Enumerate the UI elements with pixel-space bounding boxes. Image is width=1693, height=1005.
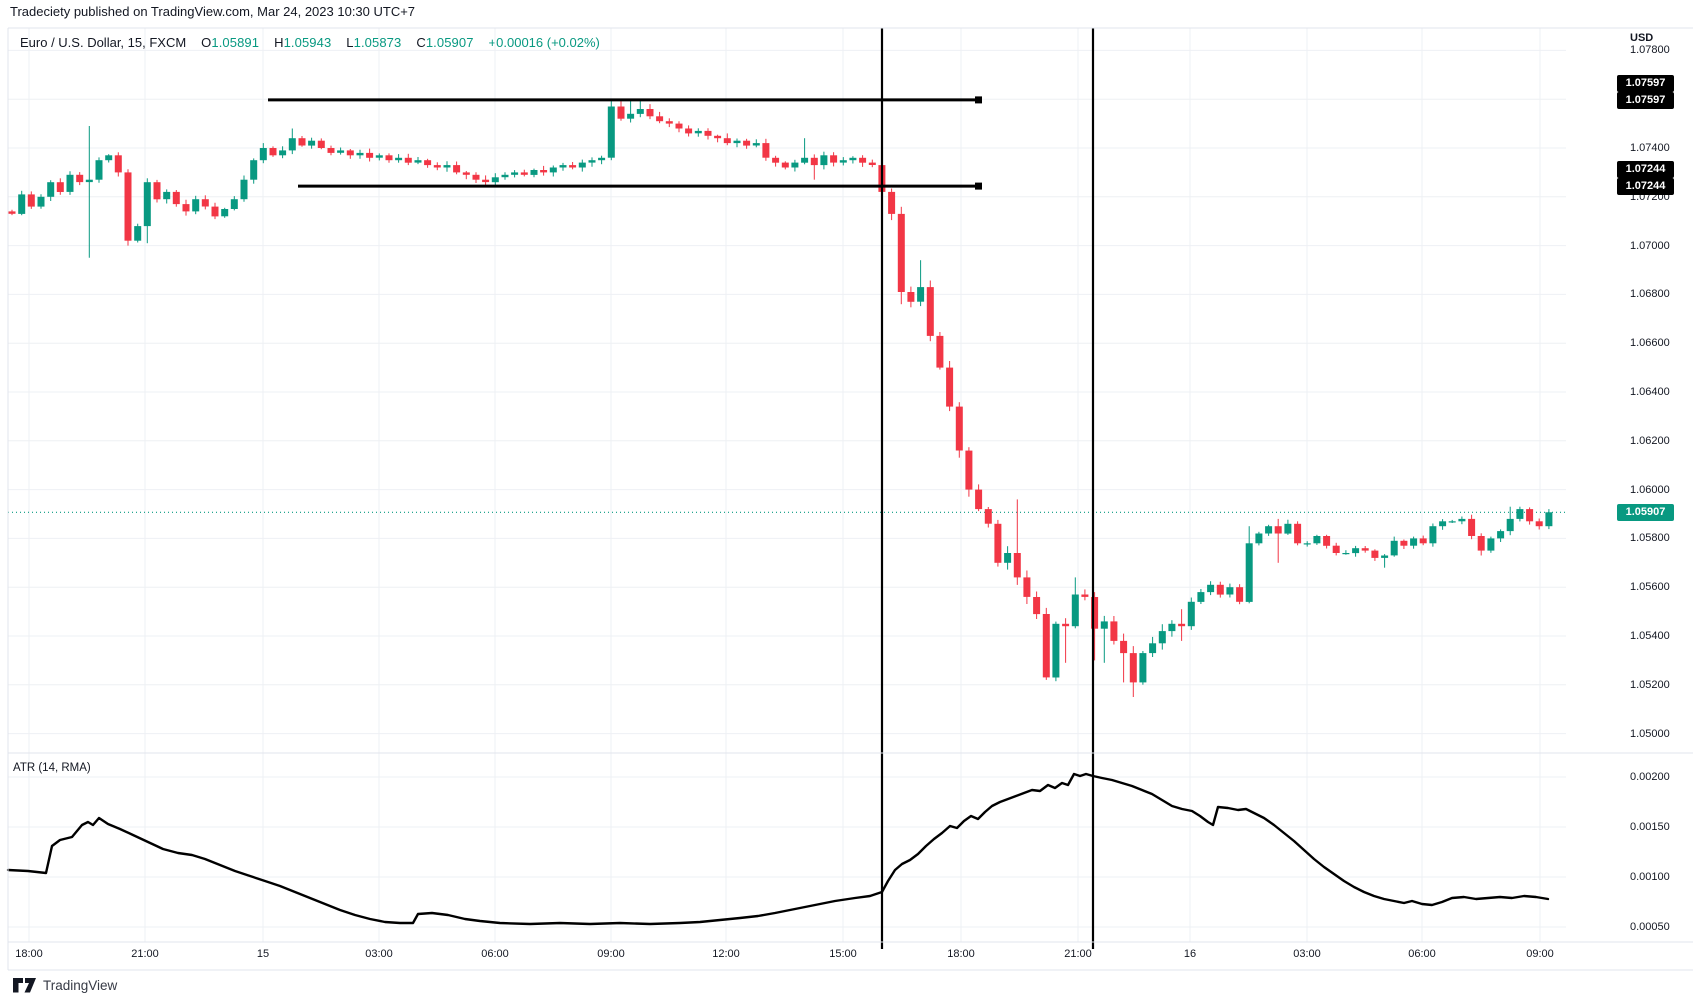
price-tick-label: 1.05000 [1630, 727, 1670, 740]
ohlc-high: H1.05943 [274, 35, 332, 50]
price-level-label: 1.07597 [1617, 74, 1674, 92]
currency-label: USD [1630, 32, 1654, 44]
atr-tick-label: 0.00100 [1630, 871, 1670, 883]
indicator-legend[interactable]: ATR (14, RMA) [13, 762, 91, 774]
attribution-text: Tradeciety published on TradingView.com,… [10, 4, 416, 19]
ohlc-low: L1.05873 [346, 35, 402, 50]
time-tick-label: 09:00 [597, 948, 625, 960]
price-tick-label: 1.05200 [1630, 678, 1670, 691]
time-tick-label: 21:00 [131, 948, 159, 960]
price-tick-label: 1.05800 [1630, 532, 1670, 545]
tradingview-logo-icon [13, 978, 36, 993]
ohlc-open: O1.05891 [201, 35, 260, 50]
time-tick-label: 03:00 [365, 948, 393, 960]
time-tick-label: 06:00 [481, 948, 509, 960]
price-tick-label: 1.06600 [1630, 337, 1670, 350]
price-tick-label: 1.06400 [1630, 386, 1670, 398]
price-tick-label: 1.07400 [1630, 142, 1670, 154]
tradingview-logo-text: TradingView [43, 978, 118, 993]
time-tick-label: 03:00 [1293, 948, 1321, 960]
atr-tick-label: 0.00050 [1630, 921, 1670, 933]
price-tick-label: 1.05600 [1630, 581, 1670, 594]
price-tick-label: 1.07000 [1630, 239, 1670, 252]
price-tick-label: 1.06000 [1630, 483, 1670, 496]
price-level-label: 1.07597 [1617, 91, 1674, 109]
atr-tick-label: 0.00200 [1630, 771, 1670, 783]
atr-tick-label: 0.00150 [1630, 821, 1670, 833]
price-level-label: 1.07244 [1617, 161, 1674, 179]
change-value: +0.00016 (+0.02%) [488, 35, 600, 50]
time-tick-label: 21:00 [1064, 948, 1092, 960]
price-tick-label: 1.06800 [1630, 288, 1670, 301]
price-tick-label: 1.06200 [1630, 434, 1670, 447]
price-tick-label: 1.05400 [1630, 630, 1670, 642]
price-tick-label: 1.07800 [1630, 44, 1670, 57]
time-tick-label: 09:00 [1526, 948, 1554, 960]
time-tick-label: 16 [1183, 948, 1197, 960]
time-tick-label: 12:00 [712, 948, 740, 960]
time-tick-label: 15:00 [829, 948, 857, 960]
time-tick-label: 18:00 [947, 948, 975, 960]
price-level-label: 1.07244 [1617, 178, 1674, 196]
ohlc-close: C1.05907 [416, 35, 474, 50]
tradingview-logo[interactable]: TradingView [13, 977, 117, 994]
time-tick-label: 06:00 [1408, 948, 1436, 960]
current-price-label: 1.05907 [1617, 503, 1674, 521]
time-tick-label: 18:00 [15, 948, 43, 960]
time-tick-label: 15 [256, 948, 270, 960]
